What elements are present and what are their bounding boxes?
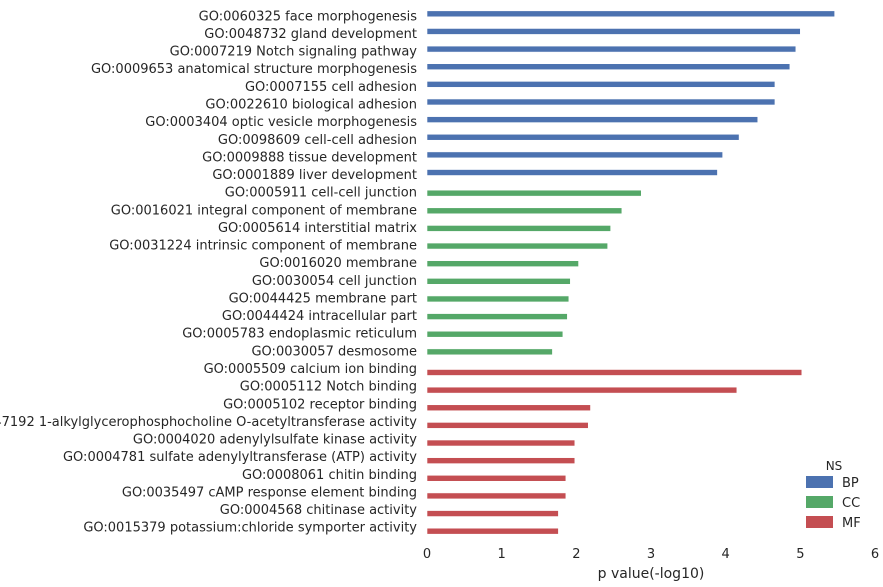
category-label: GO:0048732 gland development bbox=[204, 27, 417, 42]
legend-swatch-cc bbox=[806, 496, 833, 508]
x-tick-label: 6 bbox=[871, 547, 879, 562]
bar-bp bbox=[426, 10, 835, 18]
category-label: GO:0008061 chitin binding bbox=[242, 468, 417, 483]
bar-cc bbox=[426, 295, 570, 303]
category-label: GO:0004781 sulfate adenylyltransferase (… bbox=[63, 450, 417, 465]
bar-mf bbox=[426, 492, 567, 500]
bar-mf bbox=[426, 369, 803, 376]
category-label: GO:0005614 interstitial matrix bbox=[218, 221, 417, 236]
bar-bp bbox=[426, 28, 801, 35]
category-label: GO:0022610 biological adhesion bbox=[205, 97, 417, 112]
bar-cc bbox=[426, 278, 571, 285]
bar-bp bbox=[426, 116, 759, 123]
category-label: GO:0044425 membrane part bbox=[229, 291, 417, 306]
bar-bp bbox=[426, 169, 718, 176]
category-label: GO:0035497 cAMP response element binding bbox=[122, 485, 417, 500]
bar-cc bbox=[426, 348, 553, 356]
bar-bp bbox=[426, 151, 723, 159]
category-label: GO:0007219 Notch signaling pathway bbox=[170, 45, 418, 60]
legend-label-mf: MF bbox=[842, 516, 861, 531]
x-tick-label: 3 bbox=[647, 547, 655, 562]
x-axis-title: p value(-log10) bbox=[598, 566, 705, 582]
bar-mf bbox=[426, 527, 559, 535]
category-label: GO:0005911 cell-cell junction bbox=[225, 186, 417, 201]
bar-cc bbox=[426, 225, 611, 232]
bar-cc bbox=[426, 313, 568, 320]
bar-cc bbox=[426, 260, 579, 267]
legend-title: NS bbox=[826, 459, 843, 473]
category-label: GO:0004020 adenylylsulfate kinase activi… bbox=[133, 433, 417, 448]
bar-bp bbox=[426, 63, 791, 71]
x-tick-label: 2 bbox=[572, 547, 580, 562]
category-label: GO:0044424 intracellular part bbox=[222, 309, 417, 324]
bar-mf bbox=[426, 439, 576, 447]
x-tick-label: 1 bbox=[498, 547, 506, 562]
bar-cc bbox=[426, 242, 608, 250]
bar-mf bbox=[426, 457, 576, 464]
bar-mf bbox=[426, 404, 591, 412]
category-label: GO:0030054 cell junction bbox=[252, 274, 417, 289]
category-label: GO:0005112 Notch binding bbox=[240, 380, 417, 395]
legend: NS BP CC MF bbox=[806, 459, 861, 531]
category-label: GO:0009888 tissue development bbox=[202, 150, 417, 165]
bar-bp bbox=[426, 98, 776, 106]
bar-mf bbox=[426, 386, 738, 394]
x-tick-labels: 0 1 2 3 4 5 6 bbox=[423, 547, 879, 562]
category-label: GO:0030057 desmosome bbox=[251, 344, 417, 359]
bar-cc bbox=[426, 189, 642, 197]
bar-mf bbox=[426, 510, 559, 517]
category-label: GO:0004568 chitinase activity bbox=[220, 503, 418, 518]
bar-cc bbox=[426, 330, 564, 338]
category-label: GO:0015379 potassium:chloride symporter … bbox=[83, 521, 417, 536]
category-label: GO:0003404 optic vesicle morphogenesis bbox=[145, 115, 417, 130]
category-label: GO:0005509 calcium ion binding bbox=[204, 362, 417, 377]
category-labels: GO:0060325 face morphogenesis GO:0048732 … bbox=[0, 9, 417, 535]
category-label: GO:0005783 endoplasmic reticulum bbox=[182, 327, 417, 342]
legend-swatch-mf bbox=[806, 516, 833, 528]
legend-swatch-bp bbox=[806, 476, 833, 488]
category-label: GO:0047192 1-alkylglycerophosphocholine … bbox=[0, 415, 417, 430]
legend-label-cc: CC bbox=[842, 496, 860, 511]
category-label: GO:0016021 integral component of membran… bbox=[111, 203, 417, 218]
category-label: GO:0009653 anatomical structure morphoge… bbox=[91, 62, 417, 77]
x-tick-label: 5 bbox=[796, 547, 804, 562]
category-label: GO:0098609 cell-cell adhesion bbox=[218, 133, 417, 148]
category-label: GO:0005102 receptor binding bbox=[223, 397, 417, 412]
bar-mf bbox=[426, 422, 589, 429]
bar-bp bbox=[426, 81, 776, 88]
legend-label-bp: BP bbox=[842, 476, 859, 491]
category-label: GO:0060325 face morphogenesis bbox=[199, 9, 418, 24]
category-label: GO:0001889 liver development bbox=[212, 168, 417, 183]
bar-mf bbox=[426, 474, 567, 482]
bars-group bbox=[426, 10, 835, 535]
bar-cc bbox=[426, 207, 623, 215]
x-tick-label: 4 bbox=[722, 547, 730, 562]
category-label: GO:0031224 intrinsic component of membra… bbox=[109, 239, 417, 254]
bar-bp bbox=[426, 133, 740, 141]
bar-bp bbox=[426, 45, 797, 53]
x-tick-label: 0 bbox=[423, 547, 431, 562]
category-label: GO:0007155 cell adhesion bbox=[245, 80, 417, 95]
category-label: GO:0016020 membrane bbox=[259, 256, 417, 271]
